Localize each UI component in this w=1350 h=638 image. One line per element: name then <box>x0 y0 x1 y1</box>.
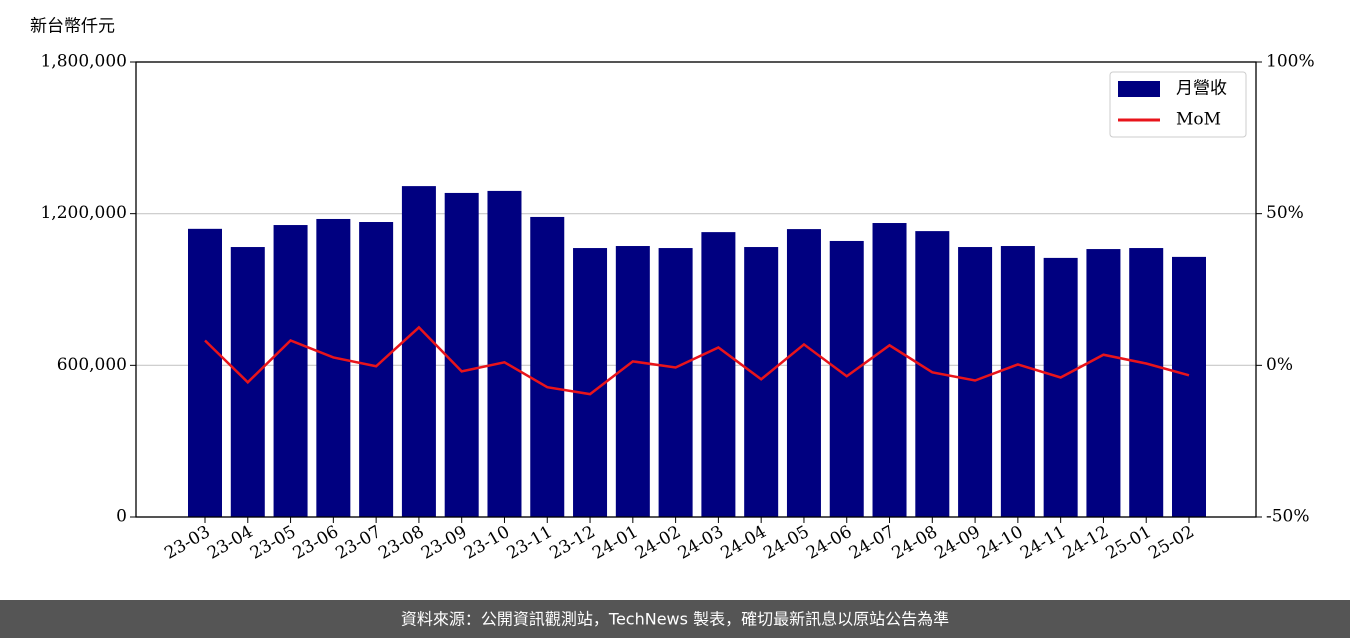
bar <box>530 216 565 518</box>
bar <box>401 186 436 517</box>
x-tick-label: 24-08 <box>889 522 941 564</box>
x-tick-label: 23-12 <box>546 522 598 564</box>
bar <box>958 247 993 518</box>
bar <box>359 222 394 517</box>
bar <box>1000 246 1035 517</box>
legend-label: 月營收 <box>1176 79 1227 99</box>
bar <box>786 229 821 517</box>
x-tick-label: 25-01 <box>1103 522 1155 564</box>
y2-tick-label: 100% <box>1266 52 1315 72</box>
x-tick-label: 24-03 <box>675 522 727 564</box>
bar <box>188 228 222 518</box>
bar <box>444 192 479 517</box>
x-tick-label: 23-09 <box>418 522 470 564</box>
footer-bar <box>0 600 1350 638</box>
y-tick-label: 600,000 <box>57 355 127 375</box>
x-tick-label: 24-09 <box>931 522 983 564</box>
x-tick-label: 24-07 <box>846 522 898 564</box>
plot-frame <box>135 61 1257 518</box>
bar <box>744 247 779 518</box>
x-tick-label: 23-11 <box>504 522 556 564</box>
legend: 月營收 MoM <box>1109 71 1247 138</box>
x-tick-label: 24-01 <box>589 522 641 564</box>
y-axis-label: 新台幣仟元 <box>30 17 115 37</box>
x-tick-label: 23-10 <box>461 522 513 564</box>
y2-tick-label: -50% <box>1266 507 1310 527</box>
bar <box>829 240 864 517</box>
bar <box>615 246 650 517</box>
x-tick-label: 24-02 <box>632 522 684 564</box>
bar <box>573 248 608 518</box>
bar <box>872 223 907 517</box>
bar <box>487 190 522 517</box>
x-tick-label: 25-02 <box>1145 522 1197 564</box>
x-tick-label: 24-10 <box>974 522 1026 564</box>
y-tick-label: 1,800,000 <box>40 52 127 72</box>
bar <box>1043 257 1078 517</box>
x-tick-label: 23-05 <box>247 522 299 564</box>
bar <box>701 232 736 517</box>
y-tick-label: 1,200,000 <box>40 203 127 223</box>
x-tick-label: 24-05 <box>760 522 812 564</box>
x-tick-label: 23-04 <box>204 522 256 564</box>
x-tick-label: 23-08 <box>375 522 427 564</box>
bar <box>316 218 351 517</box>
x-tick-label: 24-04 <box>717 522 769 564</box>
bar <box>1129 248 1164 518</box>
x-tick-label: 24-06 <box>803 522 855 564</box>
legend-label: MoM <box>1176 110 1221 130</box>
y-tick-label: 0 <box>116 507 127 527</box>
bar <box>1086 249 1121 518</box>
bar <box>273 225 308 517</box>
x-tick-label: 23-07 <box>332 522 384 564</box>
bar <box>658 248 693 518</box>
line <box>204 325 1190 396</box>
footer-text: 資料來源：公開資訊觀測站，TechNews 製表，確切最新訊息以原站公告為準 <box>401 610 949 629</box>
y2-tick-label: 0% <box>1266 355 1293 375</box>
x-tick-label: 24-11 <box>1017 522 1069 564</box>
x-tick-label: 23-03 <box>161 522 213 564</box>
bar <box>1172 256 1206 517</box>
x-tick-label: 24-12 <box>1060 522 1112 564</box>
legend-swatch <box>1118 81 1160 97</box>
y2-tick-label: 50% <box>1266 203 1304 223</box>
x-tick-label: 23-06 <box>290 522 342 564</box>
